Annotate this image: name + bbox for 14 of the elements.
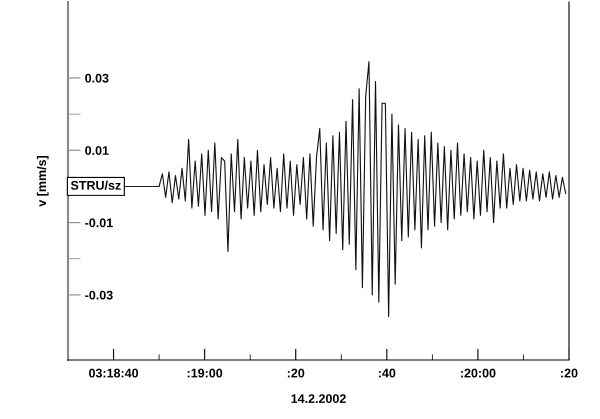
x-tick-label: :20 — [288, 368, 304, 378]
annotation: STRU/sz — [70, 180, 121, 190]
x-tick-label: :20:00 — [461, 368, 496, 378]
x-tick-label: :40 — [378, 368, 396, 378]
y-tick-label: 0.01 — [85, 146, 109, 155]
y-tick-label: -0.01 — [85, 218, 113, 228]
y-tick-label: -0.03 — [85, 290, 113, 300]
x-axis-title: 14.2.2002 — [291, 394, 346, 404]
line-series — [158, 61, 566, 318]
x-tick-label: 03:18:40 — [89, 368, 138, 378]
y-axis-title: v [mm/s] — [36, 156, 49, 207]
y-tick-label: 0.03 — [85, 74, 109, 83]
x-tick-label: :19:00 — [188, 368, 222, 378]
x-tick-label: :20 — [561, 368, 578, 378]
